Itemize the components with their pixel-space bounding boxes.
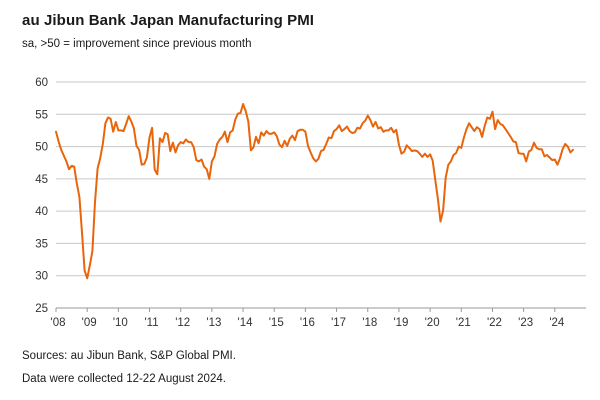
y-axis-tick-label: 25 xyxy=(35,303,48,315)
x-axis-tick-label: '14 xyxy=(238,317,254,329)
sources-text: Sources: au Jibun Bank, S&P Global PMI. xyxy=(22,350,236,362)
pmi-line-chart: 25 30 35 40 45 50 55 60 '08 '09 '10 '11 '12 '13 '14 '15… xyxy=(35,77,586,329)
x-axis-tick-label: '10 xyxy=(113,317,128,329)
y-axis-tick-label: 55 xyxy=(35,109,48,121)
x-axis-tick-label: '19 xyxy=(393,317,408,329)
x-axis-tick-label: '11 xyxy=(144,317,158,329)
data-collection-text: Data were collected 12-22 August 2024. xyxy=(22,373,226,385)
y-axis-tick-label: 60 xyxy=(35,77,48,89)
x-axis-tick-label: '24 xyxy=(549,317,565,329)
x-axis-tick-label: '22 xyxy=(487,317,502,329)
y-axis-tick-label: 50 xyxy=(35,142,48,154)
x-axis-tick-label: '12 xyxy=(175,317,190,329)
x-axis-tick-label: '13 xyxy=(206,317,221,329)
x-axis-tick-label: '15 xyxy=(269,317,284,329)
x-axis-tick-label: '21 xyxy=(456,317,471,329)
x-axis-tick-label: '23 xyxy=(518,317,533,329)
x-axis-tick-label: '17 xyxy=(331,317,346,329)
x-axis-tick-label: '18 xyxy=(362,317,377,329)
x-axis-tick-label: '09 xyxy=(82,317,97,329)
chart-subtitle: sa, >50 = improvement since previous mon… xyxy=(22,38,252,50)
x-axis-tick-label: '08 xyxy=(51,317,66,329)
chart-title: au Jibun Bank Japan Manufacturing PMI xyxy=(22,12,315,29)
x-axis-tick-label: '20 xyxy=(425,317,440,329)
y-axis-tick-label: 40 xyxy=(35,206,48,218)
pmi-series-line xyxy=(55,103,574,280)
y-axis-tick-label: 35 xyxy=(35,238,48,250)
y-axis-tick-label: 30 xyxy=(35,271,48,283)
y-axis-tick-label: 45 xyxy=(35,174,48,186)
x-axis-tick-label: '16 xyxy=(300,317,315,329)
